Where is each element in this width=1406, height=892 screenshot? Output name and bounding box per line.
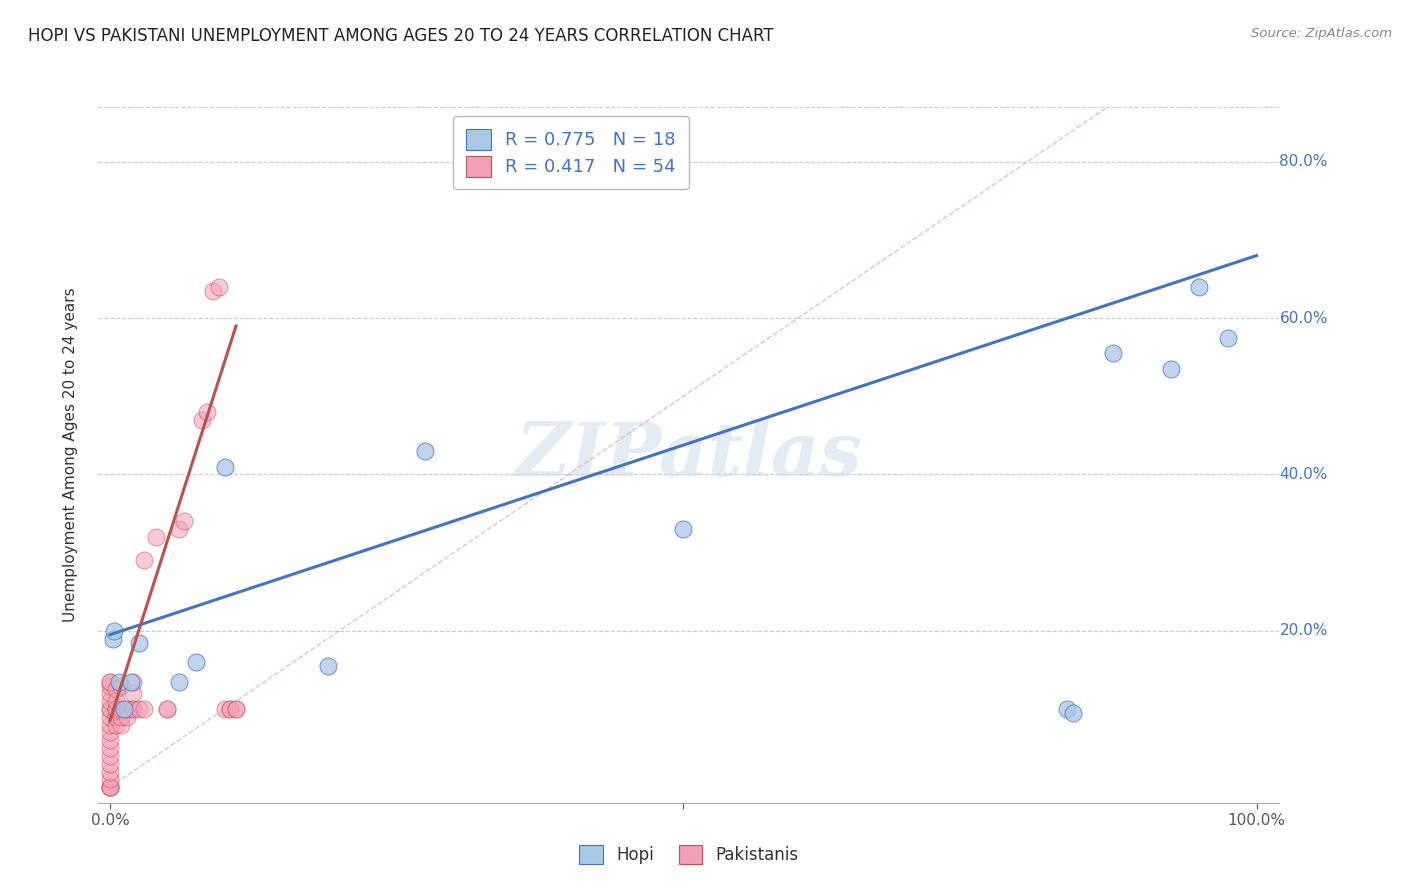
Point (98, 702, 121, 716)
Point (110, 679, 132, 693)
Point (1216, 331, 1239, 345)
Point (98, 780, 121, 794)
Text: 40.0%: 40.0% (1279, 467, 1327, 482)
Text: 20.0%: 20.0% (1279, 624, 1327, 639)
Point (98, 772, 121, 787)
Point (316, 659, 339, 673)
Point (115, 710, 138, 724)
Point (134, 553, 156, 567)
Point (104, 717, 127, 731)
Point (672, 522, 695, 536)
Point (98, 725, 121, 739)
Point (98, 733, 121, 747)
Point (225, 702, 247, 716)
Text: HOPI VS PAKISTANI UNEMPLOYMENT AMONG AGES 20 TO 24 YEARS CORRELATION CHART: HOPI VS PAKISTANI UNEMPLOYMENT AMONG AGE… (28, 27, 773, 45)
Point (195, 405, 218, 419)
Y-axis label: Unemployment Among Ages 20 to 24 years: Unemployment Among Ages 20 to 24 years (63, 287, 77, 623)
Point (156, 702, 179, 716)
Point (167, 674, 190, 689)
Point (413, 444, 436, 458)
Point (167, 522, 190, 536)
Point (121, 702, 143, 716)
Point (214, 459, 236, 474)
Point (110, 717, 132, 731)
Text: 80.0%: 80.0% (1279, 154, 1327, 169)
Point (214, 702, 236, 716)
Point (104, 710, 127, 724)
Point (1188, 280, 1211, 294)
Point (121, 702, 143, 716)
Point (110, 702, 132, 716)
Point (121, 686, 143, 700)
Text: 60.0%: 60.0% (1279, 310, 1327, 326)
Point (134, 702, 156, 716)
Point (1160, 362, 1182, 376)
Point (98, 756, 121, 771)
Point (103, 632, 125, 646)
Point (115, 702, 138, 716)
Point (98, 717, 121, 731)
Point (104, 702, 127, 716)
Point (208, 280, 231, 294)
Point (98, 674, 121, 689)
Point (128, 702, 150, 716)
Point (219, 702, 242, 716)
Point (98, 674, 121, 689)
Point (103, 624, 125, 638)
Point (145, 530, 167, 544)
Legend: Hopi, Pakistanis: Hopi, Pakistanis (572, 838, 806, 871)
Point (1056, 702, 1078, 716)
Point (190, 413, 212, 427)
Point (98, 780, 121, 794)
Point (104, 702, 127, 716)
Point (120, 674, 142, 689)
Point (98, 780, 121, 794)
Text: Source: ZipAtlas.com: Source: ZipAtlas.com (1251, 27, 1392, 40)
Point (98, 702, 121, 716)
Point (1062, 706, 1084, 720)
Point (104, 682, 127, 697)
Point (108, 674, 131, 689)
Point (98, 710, 121, 724)
Point (112, 702, 135, 716)
Point (128, 635, 150, 649)
Point (156, 702, 179, 716)
Point (173, 514, 195, 528)
Text: ZIPatlas: ZIPatlas (516, 418, 862, 491)
Point (1102, 346, 1125, 360)
Point (98, 694, 121, 708)
Point (98, 780, 121, 794)
Point (98, 679, 121, 693)
Point (202, 284, 225, 298)
Point (98, 764, 121, 779)
Point (98, 748, 121, 763)
Point (184, 655, 207, 669)
Point (225, 702, 247, 716)
Point (98, 741, 121, 756)
Point (104, 694, 127, 708)
Point (121, 674, 143, 689)
Point (98, 686, 121, 700)
Point (219, 702, 242, 716)
Point (110, 710, 132, 724)
